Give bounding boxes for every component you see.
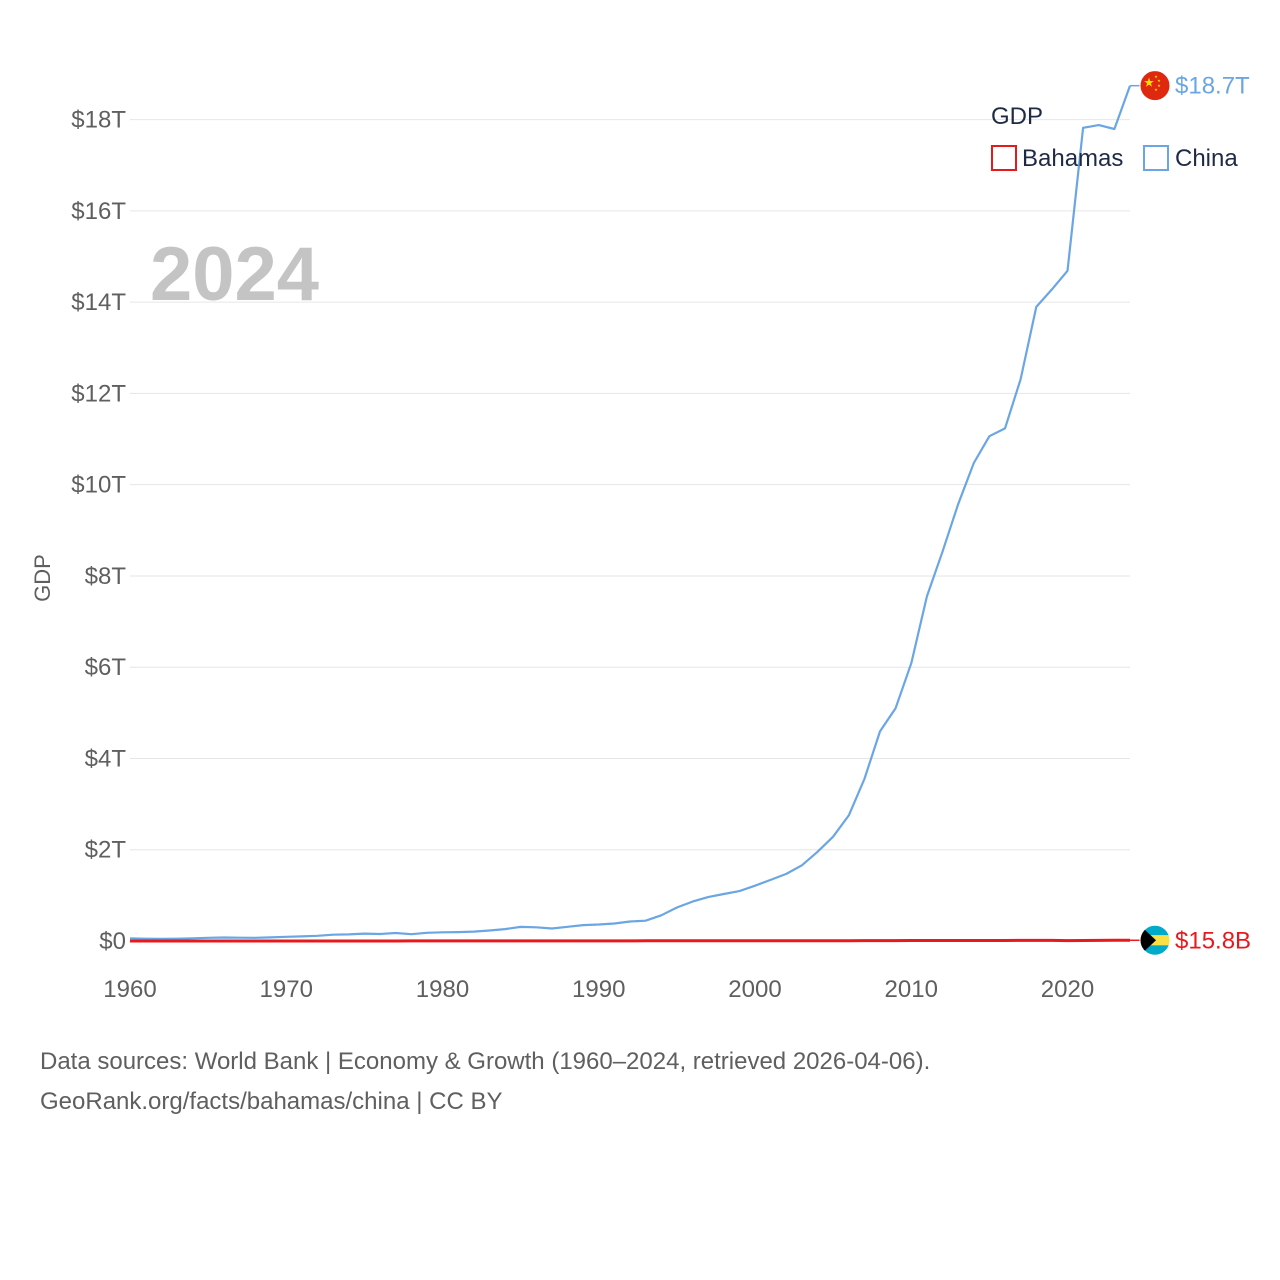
source-line-2[interactable]: GeoRank.org/facts/bahamas/china | CC BY bbox=[40, 1088, 503, 1115]
end-value-label-china: $18.7T bbox=[1175, 73, 1250, 100]
gridlines bbox=[130, 119, 1130, 942]
legend-label-bahamas[interactable]: Bahamas bbox=[1022, 145, 1123, 172]
y-axis-title: GDP bbox=[30, 554, 55, 602]
legend-swatch-bahamas[interactable] bbox=[991, 145, 1017, 171]
end-value-label-bahamas: $15.8B bbox=[1175, 927, 1251, 954]
y-tick-label: $14T bbox=[71, 289, 126, 316]
series-line-bahamas[interactable] bbox=[130, 938, 1130, 943]
y-tick-label: $4T bbox=[85, 745, 127, 772]
x-tick-label: 1980 bbox=[416, 976, 469, 1003]
y-axis-ticks: $0 $2T $4T $6T $8T $10T $12T $14T $16T $18T bbox=[71, 107, 126, 955]
y-tick-label: $12T bbox=[71, 380, 126, 407]
x-axis-ticks: 1960 1970 1980 1990 2000 2010 2020 bbox=[103, 976, 1094, 1003]
legend-label-china[interactable]: China bbox=[1175, 145, 1238, 172]
gdp-line-chart: $0$2T$4T$6T$8T$10T$12T$14T$16T$18T 1960 1… bbox=[30, 70, 1251, 1003]
source-line-1: Data sources: World Bank | Economy & Gro… bbox=[40, 1048, 931, 1075]
y-tick-label: $2T bbox=[85, 837, 127, 864]
x-tick-label: 1990 bbox=[572, 976, 625, 1003]
series-lines bbox=[129, 85, 1132, 943]
x-tick-label: 2000 bbox=[728, 976, 781, 1003]
y-tick-label: $16T bbox=[71, 198, 126, 225]
legend-swatch-china[interactable] bbox=[1143, 145, 1169, 171]
source-caption: Data sources: World Bank | Economy & Gro… bbox=[40, 1042, 930, 1122]
year-label: 2024 bbox=[150, 232, 319, 317]
legend-title: GDP bbox=[991, 103, 1043, 130]
china-flag-icon bbox=[1139, 70, 1171, 102]
x-tick-label: 1960 bbox=[103, 976, 156, 1003]
y-tick-label: $10T bbox=[71, 472, 126, 499]
series-line-china[interactable] bbox=[129, 85, 1132, 941]
series-end-markers: $18.7T $15.8B bbox=[1130, 70, 1251, 956]
y-tick-label: $0 bbox=[99, 928, 126, 955]
y-tick-label: $6T bbox=[85, 654, 127, 681]
y-tick-label: $8T bbox=[85, 563, 127, 590]
x-tick-label: 1970 bbox=[260, 976, 313, 1003]
y-tick-label: $18T bbox=[71, 107, 126, 134]
x-tick-label: 2020 bbox=[1041, 976, 1094, 1003]
x-tick-label: 2010 bbox=[885, 976, 938, 1003]
legend[interactable]: GDP Bahamas China bbox=[991, 103, 1238, 172]
bahamas-flag-icon bbox=[1139, 924, 1171, 956]
